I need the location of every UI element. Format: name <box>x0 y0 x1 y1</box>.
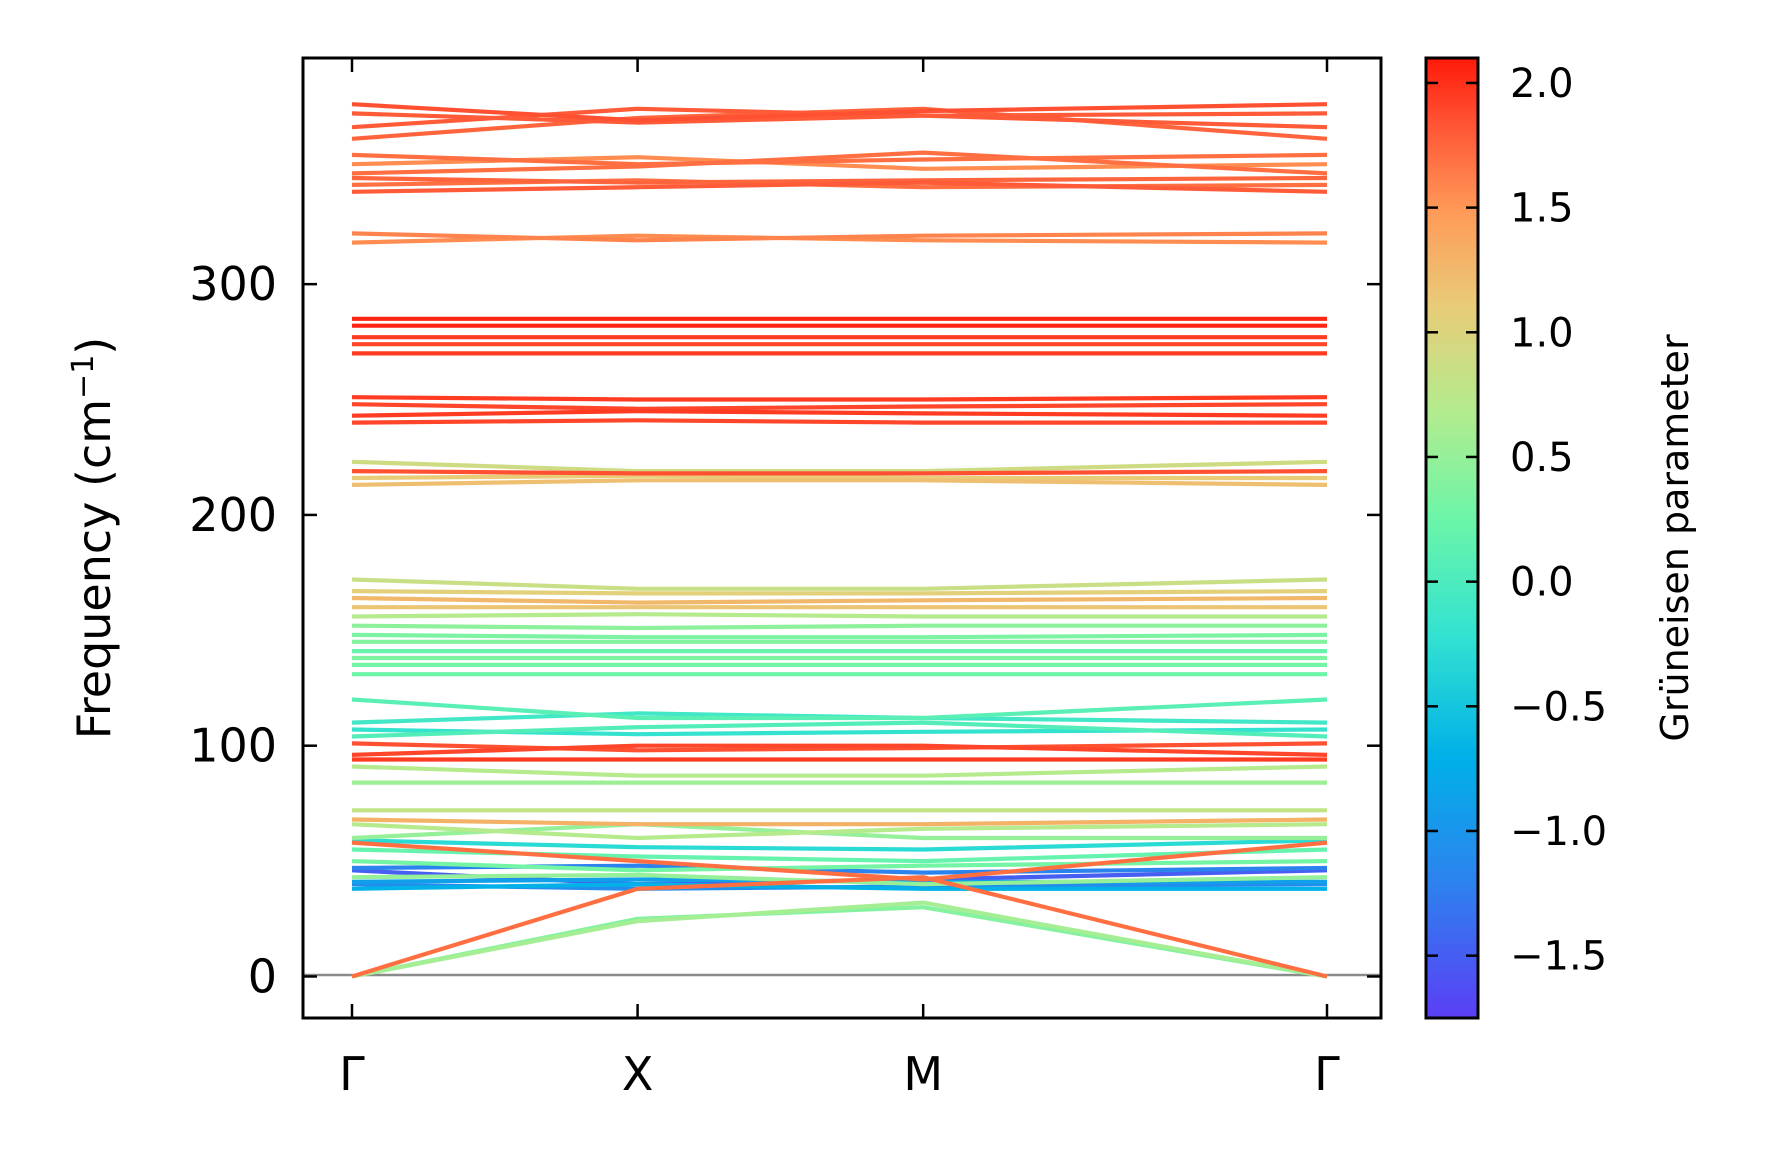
band-line <box>351 900 1328 979</box>
band-line <box>351 180 1328 194</box>
colorbar-tick-label: −1.0 <box>1510 809 1607 855</box>
x-tick-label: M <box>903 1047 943 1101</box>
band-line <box>351 882 1327 891</box>
band-line <box>351 577 1328 591</box>
band-line <box>351 743 1328 757</box>
band-line <box>351 409 1328 418</box>
colorbar-tick-label: −0.5 <box>1510 684 1607 730</box>
band-line <box>351 478 1328 487</box>
band-line <box>351 838 1328 852</box>
band-line <box>351 822 1328 841</box>
y-axis-title-sup: −1 <box>66 355 101 399</box>
band-line <box>351 595 1328 605</box>
plot-area: 0 100 200 300 Γ X M Γ Frequency (cm−1) <box>66 56 1383 1101</box>
colorbar-tick-label: 1.0 <box>1510 310 1574 356</box>
plot-frame <box>301 56 1383 1020</box>
band-line <box>351 395 1328 402</box>
band-line <box>351 459 1328 474</box>
band-line <box>351 632 1328 640</box>
band-line <box>351 402 1328 411</box>
x-tick-label: Γ <box>339 1047 365 1101</box>
band-line <box>351 152 1328 167</box>
band-line <box>351 418 1327 425</box>
band-line <box>351 150 1328 176</box>
band-line <box>351 469 1328 476</box>
y-tick-label: 0 <box>248 949 277 1003</box>
x-tick-label: X <box>622 1047 654 1101</box>
band-line <box>351 111 1328 125</box>
band-line <box>351 473 1327 481</box>
band-line <box>351 589 1328 596</box>
colorbar-title: Grüneisen parameter <box>1653 334 1697 742</box>
x-tick-label: Γ <box>1314 1047 1340 1101</box>
colorbar-tick-label: 0.0 <box>1510 560 1574 606</box>
band-line <box>351 872 1328 887</box>
band-line <box>351 817 1328 827</box>
band-line <box>351 231 1328 243</box>
colorbar-tick-label: 2.0 <box>1510 61 1574 107</box>
y-axis: 0 100 200 300 <box>189 257 1381 1003</box>
band-line <box>351 102 1328 123</box>
colorbar-tick-label: 0.5 <box>1510 435 1574 481</box>
phonon-bands <box>351 102 1328 979</box>
y-axis-title: Frequency (cm−1) <box>66 337 122 740</box>
band-line <box>351 741 1328 753</box>
band-line <box>351 720 1328 739</box>
y-axis-title-main: Frequency (cm <box>67 399 121 739</box>
y-axis-title-close: ) <box>67 337 121 355</box>
y-tick-label: 300 <box>189 257 277 311</box>
colorbar-gradient <box>1424 56 1480 1020</box>
band-line <box>351 859 1328 873</box>
band-line <box>351 612 1327 619</box>
band-line <box>351 175 1328 185</box>
band-line <box>351 711 1328 725</box>
colorbar-tick-label: 1.5 <box>1510 186 1574 232</box>
band-line <box>351 623 1327 631</box>
band-line <box>351 697 1328 721</box>
colorbar-ticks: 2.0 1.5 1.0 0.5 0.0 −0.5 −1.0 −1.5 <box>1426 61 1607 980</box>
colorbar-tick-label: −1.5 <box>1510 934 1607 980</box>
band-line <box>351 875 1328 979</box>
band-line <box>351 840 1328 882</box>
band-line <box>351 764 1328 778</box>
y-tick-label: 200 <box>189 488 277 542</box>
colorbar: 2.0 1.5 1.0 0.5 0.0 −0.5 −1.0 −1.5 Grüneisen pa… <box>1424 56 1697 1020</box>
y-tick-label: 100 <box>189 719 277 773</box>
